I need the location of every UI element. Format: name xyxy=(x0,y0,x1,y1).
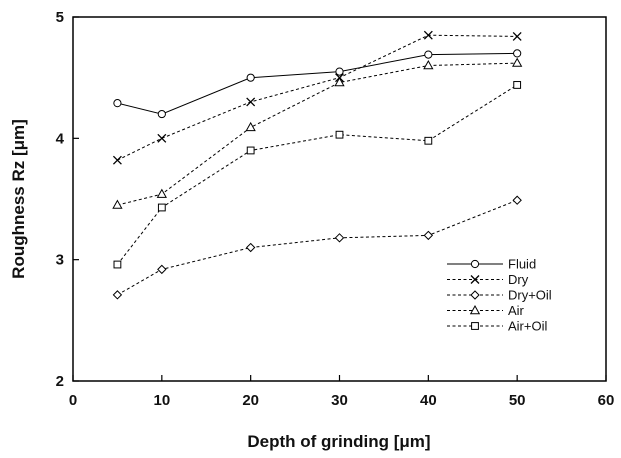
legend-label-dry: Dry xyxy=(508,272,529,287)
axis-ticks: 0 10 20 30 40 50 60 2 3 4 5 xyxy=(56,9,615,409)
data-point-air-oil xyxy=(513,81,522,89)
legend-item-air-oil: Air+Oil xyxy=(447,319,547,334)
legend-label-dry-oil: Dry+Oil xyxy=(508,288,552,303)
legend-item-dry-oil: Dry+Oil xyxy=(447,288,552,303)
data-point-air xyxy=(112,199,123,209)
legend-marker-dry xyxy=(470,275,480,284)
data-point-air xyxy=(423,60,434,70)
series-air-oil xyxy=(113,81,522,269)
data-point-air-oil xyxy=(424,136,433,145)
y-tick-label: 2 xyxy=(56,373,64,390)
x-tick-label: 0 xyxy=(69,392,77,409)
data-point-fluid xyxy=(113,99,122,108)
data-point-dry xyxy=(112,155,122,165)
data-point-fluid xyxy=(335,67,344,76)
data-point-dry-oil xyxy=(157,264,167,275)
data-point-dry-oil xyxy=(112,290,123,300)
data-point-dry xyxy=(157,133,167,143)
legend-label-air: Air xyxy=(508,303,525,318)
data-point-dry xyxy=(512,31,522,41)
legend-label-fluid: Fluid xyxy=(508,257,536,272)
data-point-air xyxy=(334,76,345,87)
x-tick-label: 20 xyxy=(242,392,259,409)
data-point-air xyxy=(156,188,167,198)
legend-item-air: Air xyxy=(447,303,525,318)
legend-marker-air-oil xyxy=(471,322,479,330)
data-point-fluid xyxy=(246,73,255,82)
series-air xyxy=(112,57,523,209)
y-tick-label: 4 xyxy=(56,130,65,147)
x-axis-title: Depth of grinding [μm] xyxy=(247,432,430,451)
legend-label-air-oil: Air+Oil xyxy=(508,319,547,334)
y-tick-label: 5 xyxy=(56,9,64,26)
series-line-dry xyxy=(117,34,518,161)
series-line-air xyxy=(117,62,518,206)
data-point-air-oil xyxy=(157,203,166,212)
series-dry-oil xyxy=(112,195,522,300)
series-line-dry-oil xyxy=(117,199,518,296)
data-point-fluid xyxy=(513,49,522,58)
x-tick-label: 40 xyxy=(420,392,437,409)
x-tick-label: 50 xyxy=(509,392,526,409)
series-dry xyxy=(112,30,522,165)
y-axis-title: Roughness Rz [μm] xyxy=(9,119,28,279)
series-line-air-oil xyxy=(117,84,518,265)
data-point-air xyxy=(245,121,256,132)
y-tick-label: 3 xyxy=(56,252,64,269)
data-point-dry-oil xyxy=(423,230,434,241)
legend-item-dry: Dry xyxy=(447,272,529,287)
series-line-fluid xyxy=(117,52,518,115)
data-point-dry-oil xyxy=(245,242,256,253)
data-point-dry-oil xyxy=(512,195,522,205)
series-layer xyxy=(112,30,523,300)
data-point-air-oil xyxy=(335,130,344,139)
data-point-air xyxy=(512,57,523,67)
data-point-fluid xyxy=(157,109,166,119)
data-point-fluid xyxy=(424,50,433,59)
data-point-air-oil xyxy=(113,260,122,269)
data-point-dry xyxy=(246,97,256,107)
x-tick-label: 10 xyxy=(153,392,170,409)
legend-item-fluid: Fluid xyxy=(447,257,536,272)
data-point-air-oil xyxy=(246,146,255,155)
legend-marker-fluid xyxy=(470,259,480,269)
legend-marker-dry-oil xyxy=(470,290,480,300)
legend-marker-air xyxy=(469,304,481,315)
series-fluid xyxy=(113,49,522,119)
x-tick-label: 60 xyxy=(598,392,615,409)
x-tick-label: 30 xyxy=(331,392,348,409)
data-point-dry xyxy=(423,30,433,40)
data-point-dry-oil xyxy=(334,233,345,243)
